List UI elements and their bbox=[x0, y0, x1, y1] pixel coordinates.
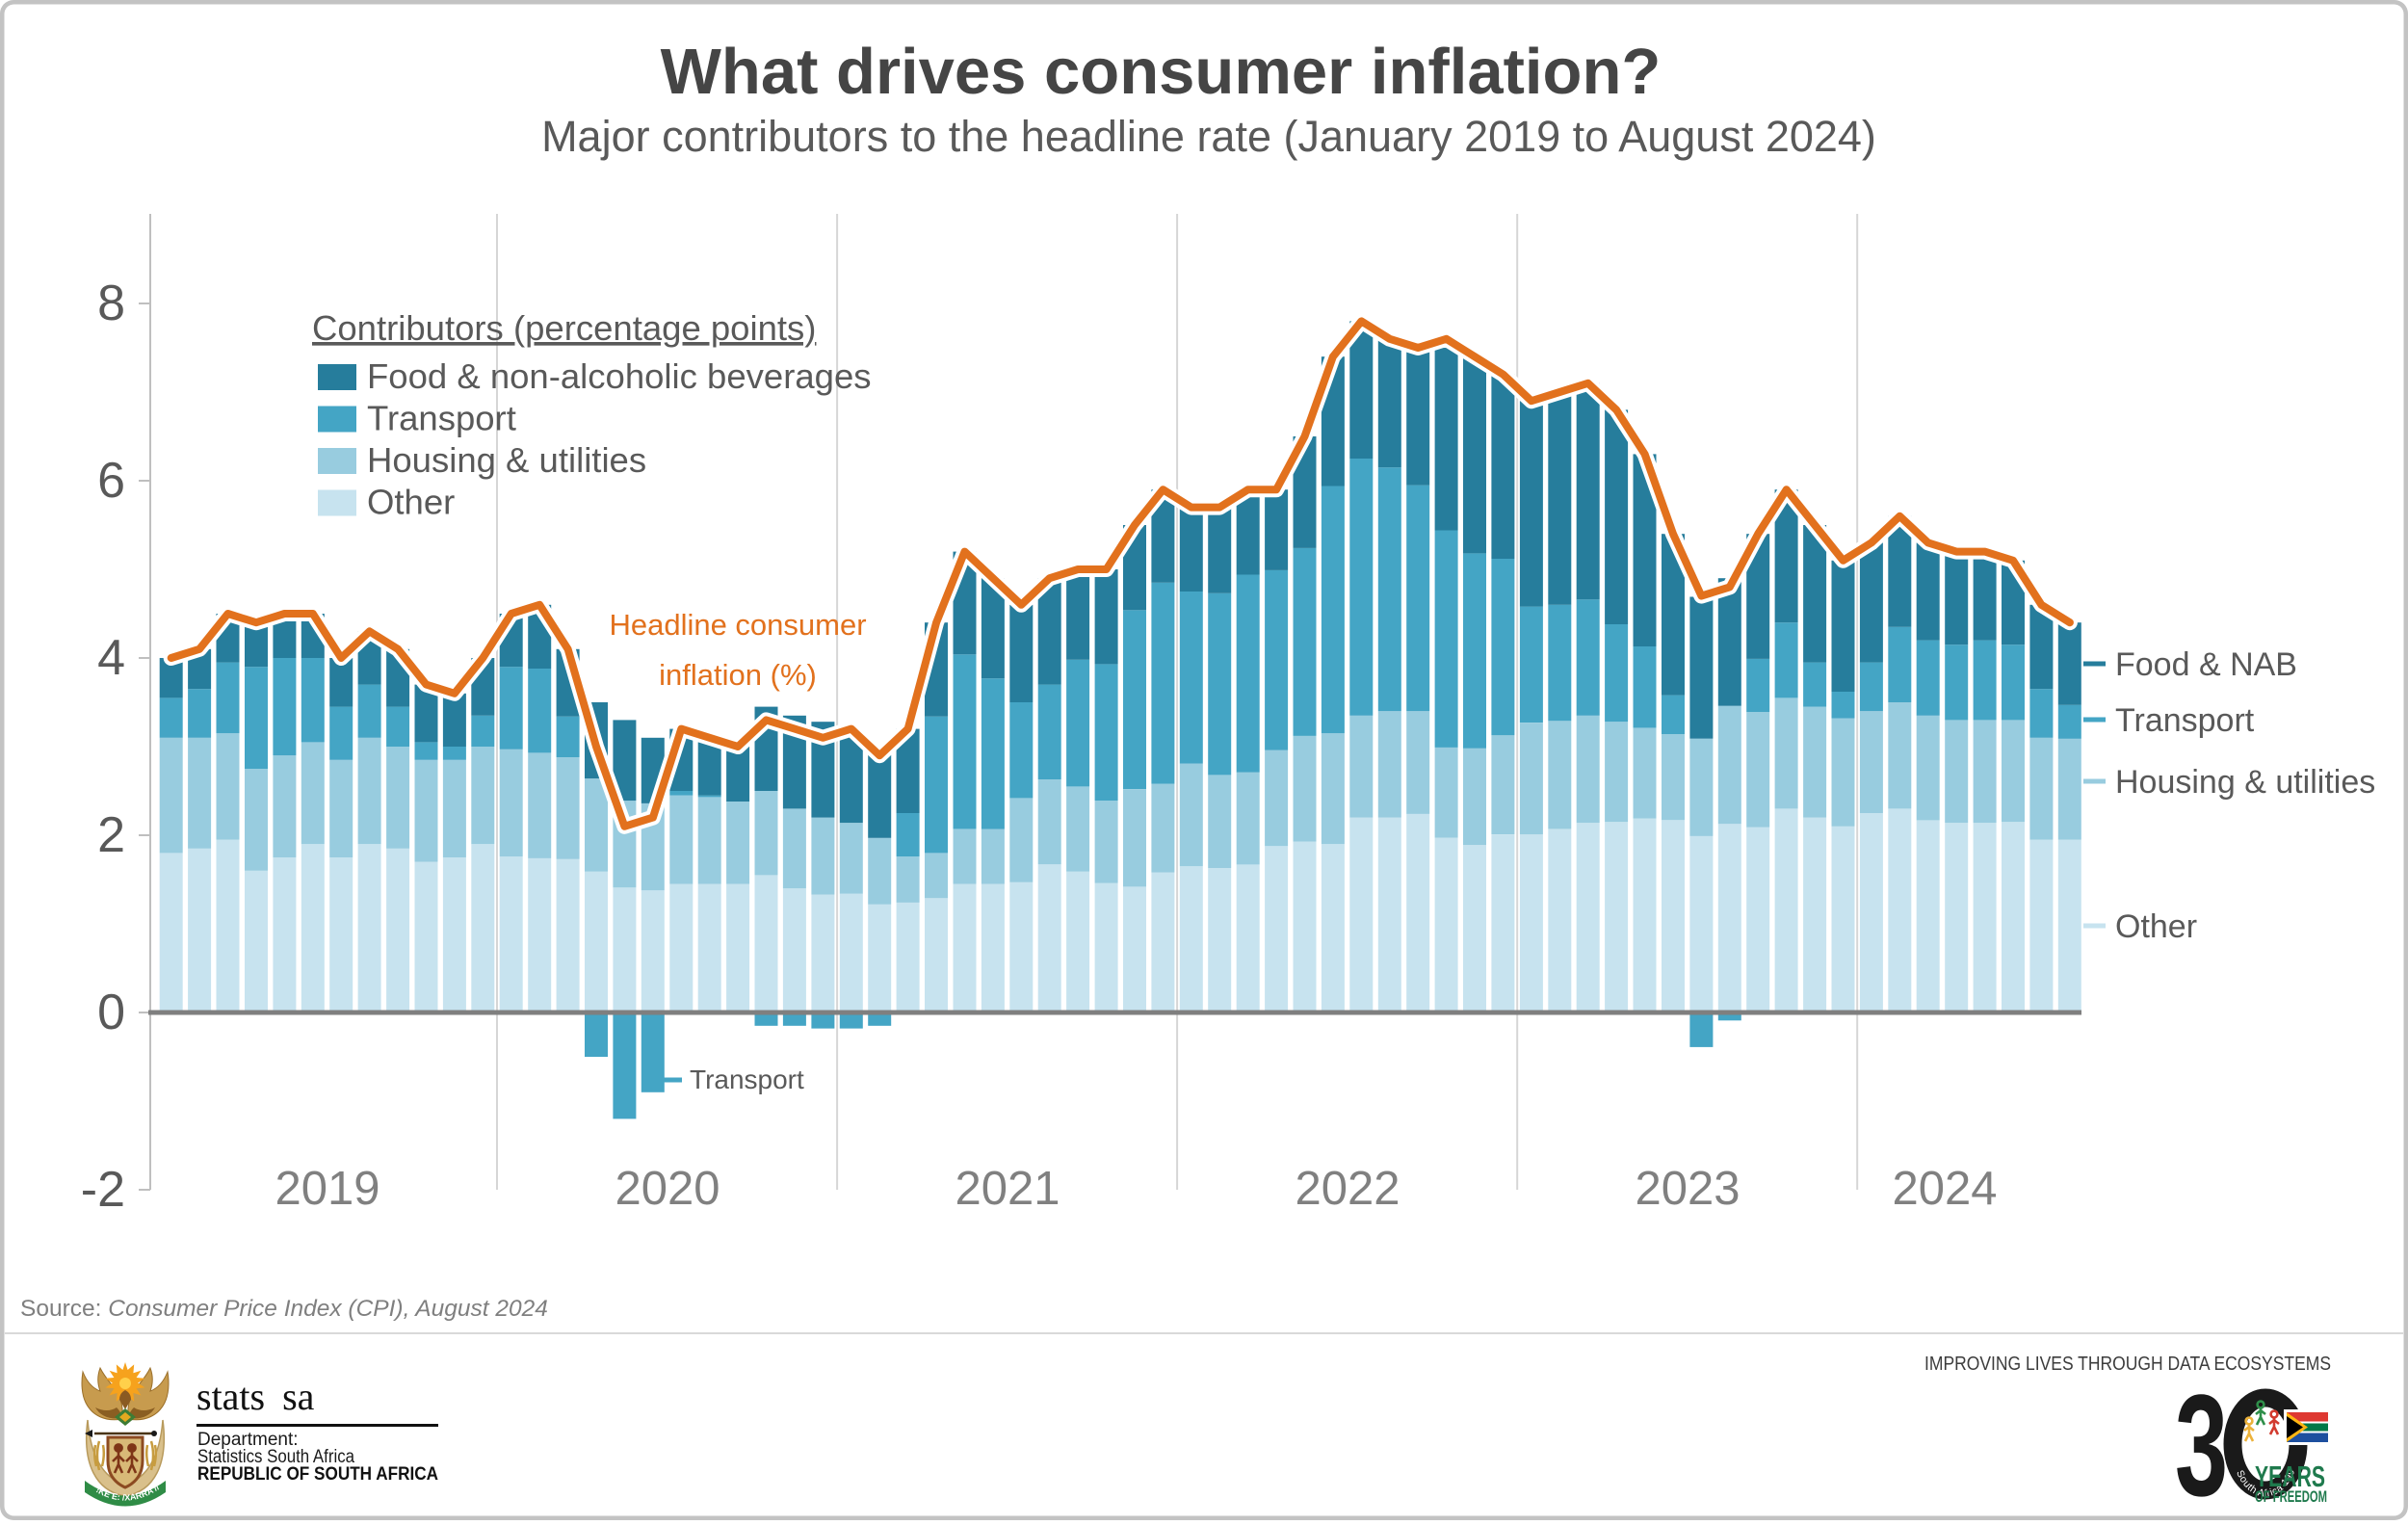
svg-text:Housing & utilities: Housing & utilities bbox=[2115, 764, 2375, 801]
svg-text:YEARS: YEARS bbox=[2255, 1459, 2325, 1493]
svg-text:OF FREEDOM: OF FREEDOM bbox=[2255, 1488, 2327, 1506]
svg-text:REPUBLIC OF SOUTH AFRICA: REPUBLIC OF SOUTH AFRICA bbox=[197, 1464, 438, 1485]
svg-text:Source: Consumer Price Index (: Source: Consumer Price Index (CPI), Augu… bbox=[20, 1296, 548, 1322]
svg-text:2020: 2020 bbox=[615, 1163, 720, 1215]
svg-text:IMPROVING LIVES THROUGH DATA E: IMPROVING LIVES THROUGH DATA ECOSYSTEMS bbox=[1924, 1354, 2331, 1375]
svg-text:Headline consumer: Headline consumer bbox=[609, 608, 866, 642]
svg-text:4: 4 bbox=[97, 630, 125, 686]
svg-text:6: 6 bbox=[97, 453, 125, 509]
svg-text:Transport: Transport bbox=[2115, 702, 2255, 739]
svg-text:Food & non-alcoholic beverages: Food & non-alcoholic beverages bbox=[367, 356, 872, 396]
svg-text:2023: 2023 bbox=[1635, 1163, 1740, 1215]
svg-text:2024: 2024 bbox=[1892, 1163, 1997, 1215]
svg-text:-2: -2 bbox=[81, 1162, 125, 1218]
svg-text:What drives consumer inflation: What drives consumer inflation? bbox=[661, 36, 1662, 108]
svg-text:Transport: Transport bbox=[690, 1065, 804, 1094]
svg-text:Other: Other bbox=[2115, 908, 2197, 945]
svg-text:0: 0 bbox=[97, 985, 125, 1040]
svg-text:2022: 2022 bbox=[1295, 1163, 1400, 1215]
svg-text:Major contributors to the head: Major contributors to the headline rate … bbox=[541, 112, 1876, 161]
svg-text:Other: Other bbox=[367, 483, 455, 522]
svg-text:Food & NAB: Food & NAB bbox=[2115, 646, 2297, 683]
svg-text:Statistics South Africa: Statistics South Africa bbox=[197, 1447, 354, 1467]
svg-text:2021: 2021 bbox=[955, 1163, 1060, 1215]
svg-text:2: 2 bbox=[97, 807, 125, 863]
svg-text:Department:: Department: bbox=[197, 1430, 299, 1450]
svg-text:Transport: Transport bbox=[367, 399, 516, 438]
svg-text:8: 8 bbox=[97, 276, 125, 331]
svg-text:Contributors (percentage point: Contributors (percentage points) bbox=[312, 308, 816, 348]
svg-text:stats sa: stats sa bbox=[196, 1375, 315, 1418]
svg-text:3: 3 bbox=[2175, 1364, 2228, 1520]
svg-text:2019: 2019 bbox=[275, 1163, 380, 1215]
svg-text:Housing & utilities: Housing & utilities bbox=[367, 440, 646, 480]
svg-text:inflation (%): inflation (%) bbox=[659, 658, 817, 692]
